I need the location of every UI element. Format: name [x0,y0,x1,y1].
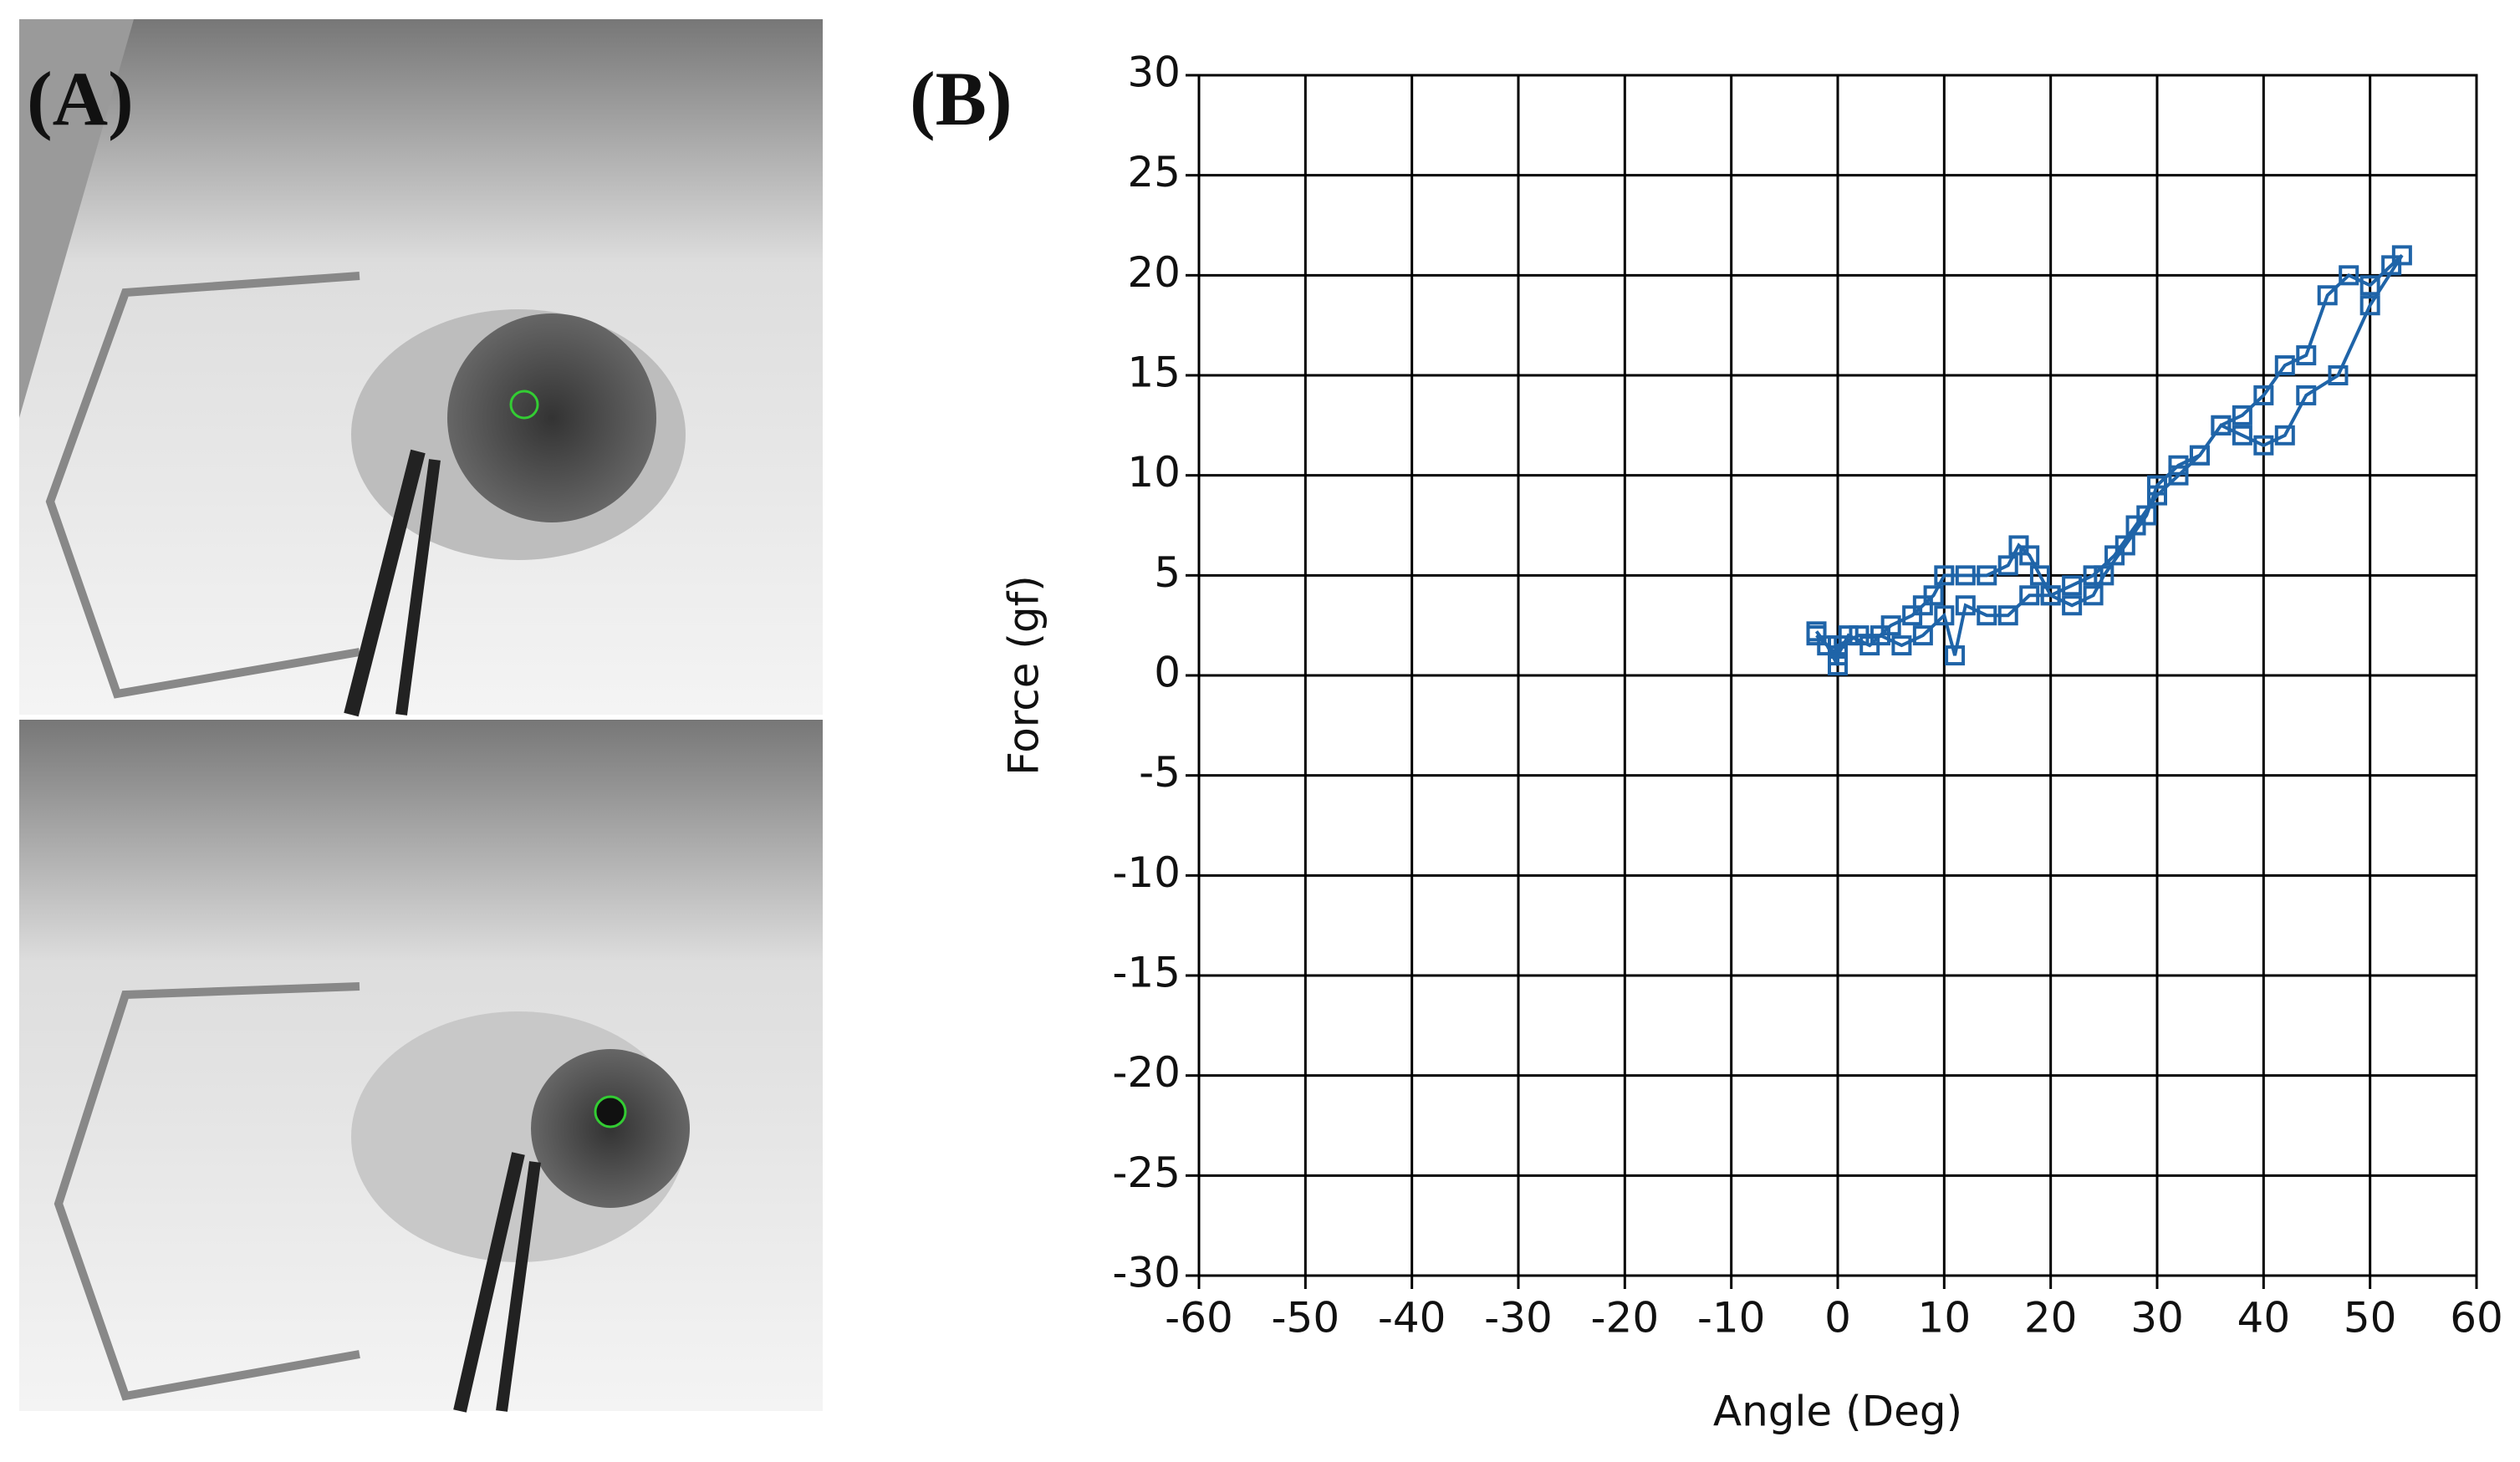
data-point [2029,565,2050,586]
data-point [2189,445,2210,466]
x-axis-title: Angle (Deg) [1713,1388,1962,1436]
data-point [1859,635,1880,656]
y-tick-label: 0 [1154,649,1181,697]
y-tick-label: 15 [1127,349,1181,397]
y-tick-label: 5 [1154,548,1181,597]
data-point [2147,475,2167,496]
data-point [2083,585,2104,606]
data-point [1880,615,1901,636]
x-tick-label: -20 [1590,1294,1659,1342]
data-point [1955,595,1976,616]
data-point [2359,295,2380,316]
x-tick-label: -30 [1484,1294,1553,1342]
data-point [1912,625,1933,646]
y-tick-label: 10 [1127,448,1181,497]
x-tick-label: 60 [2450,1294,2503,1342]
data-point [2317,285,2338,306]
data-point [2328,365,2349,385]
data-point [2019,585,2040,606]
x-tick-label: 30 [2130,1294,2184,1342]
data-point [2008,535,2029,556]
data-point [1828,645,1848,666]
data-point [1955,565,1976,586]
data-point [2040,585,2061,606]
data-point [2114,535,2135,556]
data-point [1838,625,1859,646]
data-point [2296,385,2317,405]
data-point [2253,385,2274,405]
data-point [2136,505,2157,526]
data-point [2391,245,2412,266]
data-point [2094,565,2114,586]
x-tick-label: 10 [1918,1294,1972,1342]
y-tick-label: -5 [1139,748,1181,797]
y-tick-label: -10 [1112,848,1181,897]
y-tick-label: -30 [1112,1249,1181,1297]
x-tick-label: -60 [1165,1294,1233,1342]
data-point [1934,605,1955,626]
data-point [1977,605,1997,626]
data-point [1891,635,1912,656]
y-tick-label: 30 [1127,48,1181,97]
data-point [1934,565,1955,586]
data-point [2339,265,2359,286]
data-point [1997,605,2018,626]
data-point [2274,425,2295,446]
data-point [2232,425,2252,446]
x-tick-label: -50 [1271,1294,1339,1342]
y-tick-label: -25 [1112,1149,1181,1197]
data-point [2062,575,2083,596]
data-point [1902,605,1923,626]
eye-photo-top [19,19,823,717]
x-tick-label: -10 [1697,1294,1766,1342]
y-axis-title: Force (gf) [1000,575,1048,776]
panel-label: (B) [910,56,1013,141]
data-point [1997,555,2018,576]
data-point [1945,645,1966,666]
data-point [2168,455,2189,476]
data-point [1806,625,1827,646]
data-point [2232,405,2252,425]
x-tick-label: 50 [2344,1294,2397,1342]
data-point [2359,275,2380,296]
data-point [2211,415,2232,436]
y-tick-label: -15 [1112,949,1181,997]
data-point [2083,565,2104,586]
x-tick-label: 0 [1824,1294,1851,1342]
y-tick-label: -20 [1112,1048,1181,1097]
eye-photo-bottom [19,720,823,1413]
data-point [2253,435,2274,456]
data-point [2274,355,2295,376]
x-tick-label: 40 [2237,1294,2291,1342]
data-point [1977,565,1997,586]
data-point [2296,345,2317,366]
data-point [2062,595,2083,616]
x-tick-label: 20 [2024,1294,2078,1342]
panel-label: (A) [27,56,134,141]
y-tick-label: 25 [1127,148,1181,196]
x-tick-label: -40 [1378,1294,1446,1342]
y-tick-label: 20 [1127,248,1181,297]
